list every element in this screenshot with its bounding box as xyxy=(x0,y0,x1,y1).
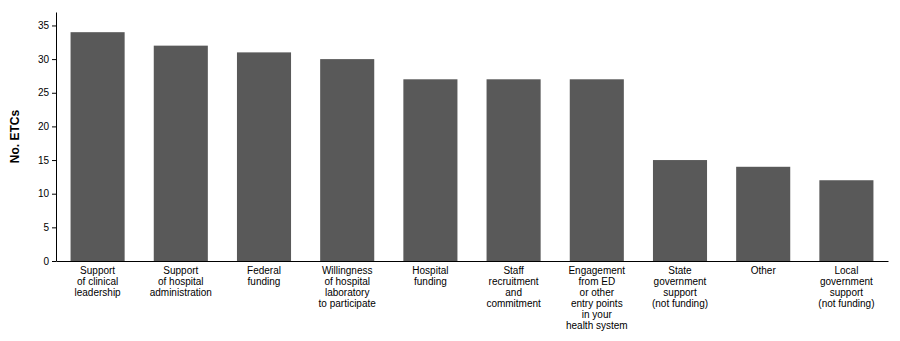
x-tick-label-line: support xyxy=(663,287,697,298)
y-tick-mark xyxy=(52,93,56,94)
x-tick-label-line: to participate xyxy=(319,298,377,309)
x-tick-label-line: laboratory xyxy=(325,287,369,298)
bar xyxy=(403,79,457,261)
x-tick-label-line: Other xyxy=(751,265,777,276)
y-tick-mark xyxy=(52,59,56,60)
x-tick-label-line: Hospital xyxy=(412,265,448,276)
x-tick-label: Federalfunding xyxy=(247,265,281,287)
x-tick-label: Engagementfrom EDor otherentry pointsin … xyxy=(566,265,628,331)
x-tick-label-line: Support xyxy=(80,265,115,276)
y-tick-mark xyxy=(52,160,56,161)
x-tick-label-line: Staff xyxy=(503,265,524,276)
x-tick-label-line: Federal xyxy=(247,265,281,276)
y-tick: 25 xyxy=(38,87,56,98)
bar xyxy=(653,160,707,261)
x-tick-label: Supportof clinicalleadership xyxy=(75,265,122,298)
y-tick-label: 15 xyxy=(38,155,50,166)
x-tick: Supportof hospitaladministration xyxy=(150,265,212,298)
x-tick-label-line: entry points xyxy=(571,298,623,309)
x-tick-label-line: Support xyxy=(163,265,198,276)
x-tick-label-line: administration xyxy=(150,287,212,298)
y-tick-label: 20 xyxy=(38,121,50,132)
y-tick-label: 5 xyxy=(43,222,49,233)
y-tick-mark xyxy=(52,227,56,228)
x-tick-label-line: of hospital xyxy=(158,276,204,287)
bar xyxy=(237,52,291,261)
y-axis-line xyxy=(56,13,57,262)
y-axis: 0 5 10 15 20 25 30 35 xyxy=(38,13,57,267)
y-tick-label: 35 xyxy=(38,20,50,31)
x-tick-label: Supportof hospitaladministration xyxy=(150,265,212,298)
bars xyxy=(71,32,874,261)
y-axis-title: No. ETCs xyxy=(8,110,22,164)
x-tick: Other xyxy=(751,265,777,276)
y-tick-label: 25 xyxy=(38,87,50,98)
x-tick-label-line: government xyxy=(820,276,873,287)
y-tick: 5 xyxy=(43,222,56,233)
x-tick-label: Stategovernmentsupport(not funding) xyxy=(652,265,708,309)
x-tick: Willingnessof hospitallaboratoryto parti… xyxy=(319,265,377,309)
x-tick-label-line: (not funding) xyxy=(818,298,874,309)
x-tick-label-line: of clinical xyxy=(77,276,118,287)
x-tick: Staffrecruitmentandcommitment xyxy=(486,265,541,309)
y-tick: 15 xyxy=(38,155,56,166)
x-tick-label-line: in your xyxy=(582,309,613,320)
x-tick-label-line: from ED xyxy=(578,276,615,287)
x-tick-label: Hospitalfunding xyxy=(412,265,448,287)
y-tick: 10 xyxy=(38,188,56,199)
x-tick-label-line: or other xyxy=(580,287,615,298)
x-tick: Stategovernmentsupport(not funding) xyxy=(652,265,708,309)
x-tick-label-line: State xyxy=(668,265,692,276)
x-tick-label-line: of hospital xyxy=(324,276,370,287)
x-tick-label-line: (not funding) xyxy=(652,298,708,309)
x-tick-label: Staffrecruitmentandcommitment xyxy=(486,265,541,309)
x-tick: Hospitalfunding xyxy=(412,265,448,287)
bar xyxy=(71,32,125,261)
x-tick-label-line: Willingness xyxy=(322,265,373,276)
x-axis: Supportof clinicalleadershipSupportof ho… xyxy=(57,262,889,332)
x-tick-label-line: Local xyxy=(834,265,858,276)
bar xyxy=(736,167,790,261)
x-tick-label-line: Engagement xyxy=(568,265,625,276)
y-tick-label: 0 xyxy=(43,256,49,267)
x-tick-label-line: support xyxy=(830,287,864,298)
bar xyxy=(819,180,873,261)
x-tick-label-line: funding xyxy=(248,276,281,287)
x-axis-line xyxy=(57,261,889,262)
x-tick-label-line: leadership xyxy=(75,287,122,298)
chart: Supportof clinicalleadershipSupportof ho… xyxy=(0,0,900,341)
x-tick-label-line: and xyxy=(505,287,522,298)
x-tick-label-line: government xyxy=(654,276,707,287)
y-tick-mark xyxy=(52,126,56,127)
y-tick-mark xyxy=(52,194,56,195)
x-tick: Engagementfrom EDor otherentry pointsin … xyxy=(566,265,628,331)
x-tick: Federalfunding xyxy=(247,265,281,287)
y-tick-mark xyxy=(52,25,56,26)
x-tick: Localgovernmentsupport(not funding) xyxy=(818,265,874,309)
bar xyxy=(154,46,208,261)
x-tick-label: Other xyxy=(751,265,777,276)
y-tick-label: 10 xyxy=(38,188,50,199)
y-tick: 20 xyxy=(38,121,56,132)
y-tick: 0 xyxy=(43,256,56,267)
y-tick: 30 xyxy=(38,54,56,65)
y-tick: 35 xyxy=(38,20,56,31)
x-tick-label-line: recruitment xyxy=(489,276,539,287)
x-tick: Supportof clinicalleadership xyxy=(75,265,122,298)
x-tick-label-line: commitment xyxy=(486,298,541,309)
bar xyxy=(487,79,541,261)
y-tick-label: 30 xyxy=(38,54,50,65)
bar xyxy=(320,59,374,261)
x-tick-label-line: funding xyxy=(414,276,447,287)
x-tick-label: Localgovernmentsupport(not funding) xyxy=(818,265,874,309)
y-tick-mark xyxy=(52,261,56,262)
x-tick-label: Willingnessof hospitallaboratoryto parti… xyxy=(319,265,377,309)
x-tick-label-line: health system xyxy=(566,320,628,331)
bar xyxy=(570,79,624,261)
